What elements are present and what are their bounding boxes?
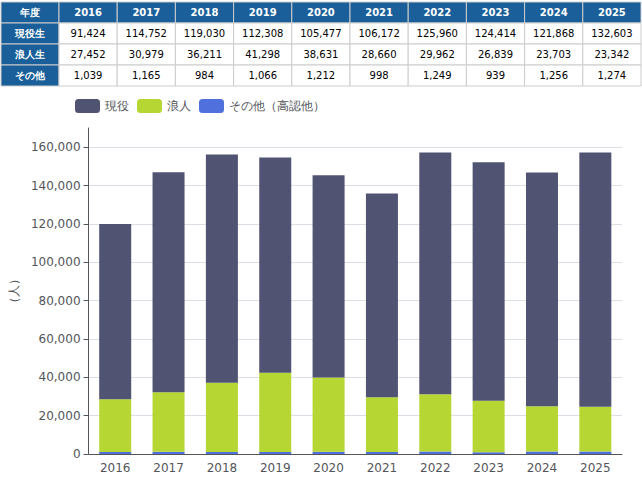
svg-text:1,249: 1,249 <box>423 70 452 81</box>
svg-text:1,066: 1,066 <box>248 70 277 81</box>
svg-text:2017: 2017 <box>132 7 160 18</box>
svg-text:2020: 2020 <box>313 461 344 475</box>
svg-text:1,274: 1,274 <box>598 70 627 81</box>
svg-text:26,839: 26,839 <box>478 49 513 60</box>
svg-text:現役: 現役 <box>105 99 129 113</box>
svg-text:140,000: 140,000 <box>31 179 81 193</box>
svg-text:2021: 2021 <box>367 461 398 475</box>
svg-text:23,703: 23,703 <box>536 49 571 60</box>
svg-text:その他（高認他）: その他（高認他） <box>229 99 325 113</box>
svg-text:2023: 2023 <box>473 461 504 475</box>
svg-text:124,414: 124,414 <box>475 28 516 39</box>
svg-text:105,477: 105,477 <box>300 28 341 39</box>
svg-text:27,452: 27,452 <box>71 49 106 60</box>
svg-text:41,298: 41,298 <box>245 49 280 60</box>
svg-text:80,000: 80,000 <box>39 294 81 308</box>
svg-text:114,752: 114,752 <box>126 28 167 39</box>
svg-text:2023: 2023 <box>482 7 510 18</box>
svg-text:160,000: 160,000 <box>31 140 81 154</box>
svg-text:121,868: 121,868 <box>533 28 574 39</box>
svg-text:125,960: 125,960 <box>417 28 458 39</box>
svg-text:120,000: 120,000 <box>31 217 81 231</box>
svg-text:浪人生: 浪人生 <box>14 49 45 60</box>
svg-text:1,256: 1,256 <box>539 70 568 81</box>
svg-text:2018: 2018 <box>207 461 238 475</box>
svg-text:132,603: 132,603 <box>591 28 632 39</box>
svg-text:38,631: 38,631 <box>303 49 338 60</box>
svg-text:2025: 2025 <box>580 461 611 475</box>
svg-text:1,165: 1,165 <box>132 70 161 81</box>
svg-text:1,212: 1,212 <box>307 70 336 81</box>
svg-text:年度: 年度 <box>19 7 40 18</box>
svg-text:その他: その他 <box>15 70 46 81</box>
svg-text:1,039: 1,039 <box>74 70 103 81</box>
svg-text:2021: 2021 <box>365 7 393 18</box>
svg-text:2024: 2024 <box>540 7 568 18</box>
svg-text:29,962: 29,962 <box>420 49 455 60</box>
svg-text:2025: 2025 <box>598 7 626 18</box>
svg-text:現役生: 現役生 <box>14 28 45 39</box>
svg-text:112,308: 112,308 <box>242 28 283 39</box>
svg-text:106,172: 106,172 <box>358 28 399 39</box>
svg-text:40,000: 40,000 <box>39 370 81 384</box>
svg-text:浪人: 浪人 <box>167 99 191 113</box>
svg-text:20,000: 20,000 <box>39 409 81 423</box>
svg-text:28,660: 28,660 <box>362 49 397 60</box>
svg-text:119,030: 119,030 <box>184 28 225 39</box>
svg-text:998: 998 <box>370 70 389 81</box>
svg-text:2016: 2016 <box>74 7 102 18</box>
svg-text:36,211: 36,211 <box>187 49 222 60</box>
svg-text:984: 984 <box>195 70 214 81</box>
svg-text:939: 939 <box>486 70 505 81</box>
svg-text:2019: 2019 <box>249 7 277 18</box>
svg-text:91,424: 91,424 <box>71 28 106 39</box>
svg-text:2016: 2016 <box>100 461 131 475</box>
svg-text:100,000: 100,000 <box>31 255 81 269</box>
svg-text:60,000: 60,000 <box>39 332 81 346</box>
svg-text:2024: 2024 <box>527 461 558 475</box>
svg-text:2018: 2018 <box>191 7 219 18</box>
svg-text:0: 0 <box>73 447 81 461</box>
svg-text:30,979: 30,979 <box>129 49 164 60</box>
svg-text:2022: 2022 <box>420 461 451 475</box>
svg-text:2020: 2020 <box>307 7 335 18</box>
svg-text:23,342: 23,342 <box>594 49 629 60</box>
svg-text:（人）: （人） <box>7 273 21 309</box>
svg-text:2022: 2022 <box>423 7 451 18</box>
svg-text:2019: 2019 <box>260 461 291 475</box>
svg-text:2017: 2017 <box>153 461 184 475</box>
